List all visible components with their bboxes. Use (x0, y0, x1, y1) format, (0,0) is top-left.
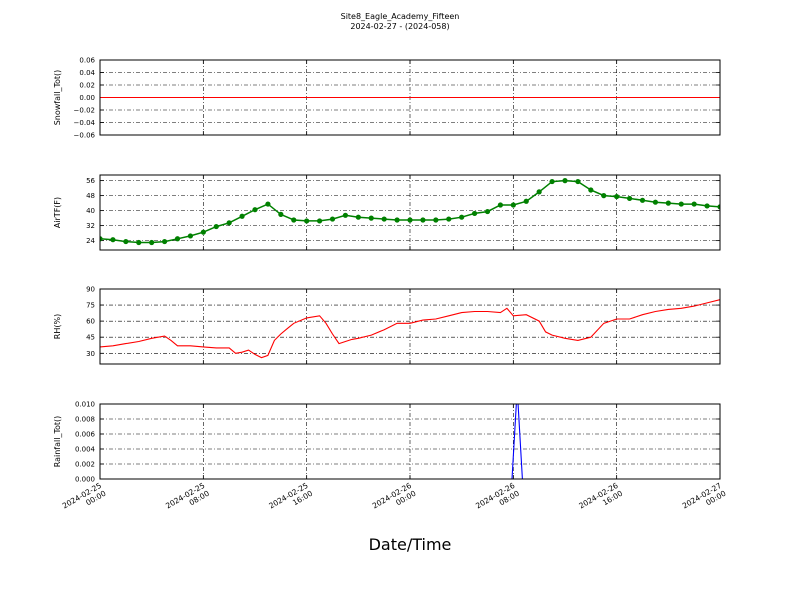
data-point (433, 217, 439, 223)
data-point (601, 193, 607, 199)
y-tick-label: 0.02 (79, 82, 95, 90)
data-point (717, 204, 720, 210)
data-point (149, 239, 155, 246)
data-point (420, 217, 426, 223)
y-tick-label: 90 (86, 286, 95, 294)
y-tick-label: 48 (86, 192, 95, 200)
y-tick-label: 60 (86, 318, 95, 326)
data-point (549, 178, 555, 185)
data-point (329, 216, 336, 222)
data-point (446, 216, 452, 222)
data-point (562, 178, 568, 184)
y-tick-label: 0.06 (79, 57, 95, 65)
panel-1: 0.06 0.04 0.02 0.00 −0.02 −0.04 −0.06 Snowfall_… (53, 57, 721, 140)
panel-3: 90 75 60 45 30 RH(%) (53, 286, 721, 365)
data-point (614, 193, 620, 200)
y-tick-label: −0.06 (74, 132, 96, 140)
data-point (536, 189, 542, 195)
data-point (588, 187, 594, 193)
data-point (239, 213, 245, 219)
axes-frame (99, 288, 721, 365)
y-tick-label: 56 (86, 177, 95, 185)
data-point (523, 198, 529, 204)
data-point (200, 229, 206, 235)
y-axis-label: AirTF(F) (53, 197, 62, 228)
data-point (291, 217, 297, 223)
data-point (136, 239, 142, 246)
data-point (316, 218, 323, 224)
data-point (652, 199, 659, 205)
data-point (252, 207, 258, 213)
data-point (123, 238, 129, 245)
y-tick-label: 30 (86, 350, 95, 358)
data-point (110, 237, 116, 243)
y-tick-label: 24 (86, 237, 95, 245)
y-tick-label: 45 (86, 334, 95, 342)
data-point (394, 217, 400, 223)
data-point (100, 236, 103, 242)
y-tick-label: 0.00 (79, 94, 95, 102)
y-tick-label: 0.006 (75, 431, 96, 439)
data-point (471, 210, 478, 217)
y-tick-label: 0.002 (75, 461, 95, 469)
data-point (304, 218, 310, 224)
chart-subtitle: 2024-02-27 - (2024-058) (350, 22, 449, 31)
y-tick-label: 0.008 (75, 416, 95, 424)
data-point (265, 201, 271, 207)
data-point (510, 202, 516, 208)
y-tick-label: 0.004 (75, 446, 96, 454)
y-axis-label: RH(%) (53, 314, 62, 339)
y-tick-label: 0.04 (79, 69, 95, 77)
y-tick-label: 75 (86, 302, 95, 310)
y-tick-label: 32 (86, 222, 95, 230)
chart-title: Site8_Eagle_Academy_Fifteen (341, 12, 460, 21)
data-point (459, 214, 465, 220)
axes-frame (99, 174, 721, 251)
data-point (368, 215, 374, 221)
data-point (691, 201, 697, 207)
data-point (407, 217, 413, 223)
x-axis-label: Date/Time (369, 535, 452, 554)
data-point (174, 236, 181, 242)
y-tick-label: 0.010 (75, 401, 95, 409)
y-axis-label: Rainfall_Tot() (53, 416, 62, 468)
data-point (278, 211, 284, 217)
data-point (497, 202, 504, 208)
panel-4: 0.010 0.008 0.006 0.004 0.002 0.000 Rainfall_T… (53, 401, 721, 484)
data-point (639, 197, 646, 203)
data-point (484, 208, 491, 215)
y-tick-label: −0.04 (74, 119, 96, 127)
data-point (665, 200, 671, 206)
data-point (678, 201, 684, 207)
data-point (226, 220, 232, 226)
data-point (704, 203, 710, 209)
data-point (187, 233, 194, 239)
data-point (161, 238, 168, 245)
data-point (213, 223, 219, 230)
series-line (100, 299, 720, 359)
data-point (381, 216, 387, 222)
axes-frame (99, 403, 721, 480)
data-point (342, 212, 349, 218)
axes-frame (99, 59, 721, 136)
y-tick-label: 40 (86, 207, 95, 215)
data-point (355, 214, 361, 220)
y-tick-label: −0.02 (74, 107, 95, 115)
data-point (626, 195, 633, 202)
y-tick-label: 0.000 (75, 476, 95, 484)
panel-2: 56 48 40 32 24 AirTF(F) (53, 174, 721, 251)
data-point (575, 178, 581, 185)
chart-panels: 0.06 0.04 0.02 0.00 −0.02 −0.04 −0.06 Snowfall_… (53, 57, 721, 484)
y-axis-label: Snowfall_Tot() (53, 70, 62, 126)
